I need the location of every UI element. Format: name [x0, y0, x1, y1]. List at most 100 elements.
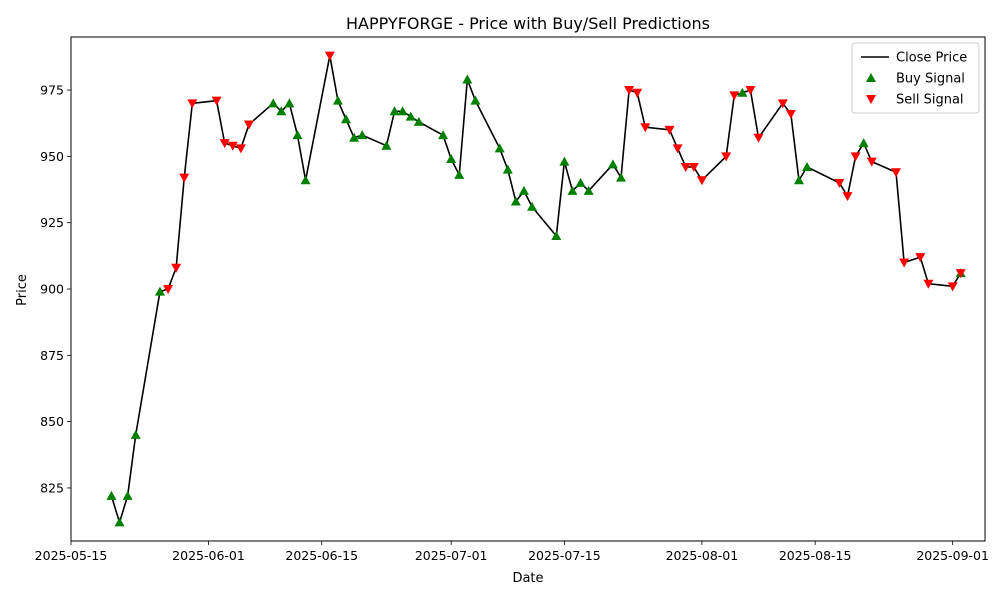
sell-signal-marker [243, 120, 254, 130]
sell-signal-marker [915, 253, 926, 263]
sell-signal-marker [324, 51, 335, 61]
x-tick-label: 2025-06-15 [285, 548, 358, 563]
buy-signal-marker [551, 230, 562, 240]
y-axis: 825 850 875 900 925 950 975 [40, 83, 71, 495]
buy-signal-marker [413, 116, 424, 126]
buy-signal-marker [268, 98, 279, 108]
sell-signal-marker [672, 144, 683, 154]
x-axis-label: Date [512, 571, 543, 586]
buy-signal-marker [616, 172, 627, 182]
buy-signal-marker [389, 106, 400, 116]
sell-signal-marker [923, 279, 934, 289]
sell-signal-marker [688, 162, 699, 172]
buy-signal-marker [559, 156, 570, 166]
y-tick-label: 875 [40, 348, 64, 363]
sell-signal-marker [640, 123, 651, 133]
buy-signal-marker [518, 185, 529, 195]
sell-signal-marker [696, 176, 707, 186]
close-price-line [110, 54, 962, 524]
buy-signal-marker [357, 130, 368, 140]
sell-signal-marker [834, 178, 845, 188]
sell-signal-marker [785, 109, 796, 119]
legend-label: Buy Signal [896, 72, 965, 87]
sell-signal-marker [955, 269, 966, 279]
sell-signal-marker [179, 173, 190, 183]
buy-signal-marker [114, 517, 125, 527]
x-axis: 2025-05-15 2025-06-01 2025-06-15 2025-07-01… [35, 541, 989, 563]
sell-signal-marker [624, 86, 635, 96]
sell-signal-marker [227, 141, 238, 151]
legend-label: Sell Signal [896, 93, 964, 108]
buy-signal-marker [502, 164, 513, 174]
buy-signal-marker [470, 95, 481, 105]
y-axis-label: Price [15, 274, 30, 306]
sell-signal-marker [721, 152, 732, 162]
buy-signal-marker [130, 429, 141, 439]
buy-signal-marker [332, 95, 343, 105]
buy-signal-marker [462, 74, 473, 84]
buy-signal-marker [405, 111, 416, 121]
sell-signal-marker [891, 168, 902, 178]
x-tick-label: 2025-08-01 [666, 548, 739, 563]
buy-signal-marker [446, 154, 457, 164]
buy-signal-marker [527, 201, 538, 211]
sell-signal-marker [753, 133, 764, 143]
sell-signal-marker [680, 162, 691, 172]
sell-signal-marker [171, 263, 182, 273]
sell-signal-marker [219, 139, 230, 149]
legend-label: Close Price [896, 51, 967, 66]
chart-title: HAPPYFORGE - Price with Buy/Sell Predict… [346, 14, 710, 33]
sell-signal-marker [235, 144, 246, 154]
x-tick-label: 2025-06-01 [172, 548, 245, 563]
buy-signal-marker [607, 159, 618, 169]
x-tick-label: 2025-07-15 [528, 548, 601, 563]
sell-signal-marker [187, 99, 198, 109]
sell-signal-marker [211, 96, 222, 106]
sell-signal-marker [842, 192, 853, 202]
legend-box [851, 42, 980, 114]
buy-signal-marker [494, 143, 505, 153]
sell-signal-marker [632, 88, 643, 98]
buy-signal-marker [858, 138, 869, 148]
sell-signal-marker [947, 282, 958, 292]
buy-signal-marker [397, 106, 408, 116]
buy-signal-marker [122, 490, 133, 500]
buy-signal-marker [575, 177, 586, 187]
y-tick-label: 950 [40, 149, 64, 164]
buy-signal-marker [106, 490, 117, 500]
buy-signal-marker [510, 196, 521, 206]
legend: Close Price Buy Signal Sell Signal [851, 42, 980, 114]
buy-signal-marker [284, 98, 295, 108]
sell-signal-marker [850, 152, 861, 162]
buy-signal-marker [300, 175, 311, 185]
sell-signal-marker [729, 91, 740, 101]
sell-signal-marker [899, 258, 910, 268]
buy-signal-marker [438, 130, 449, 140]
sell-signal-marker [163, 285, 174, 294]
buy-signal-marker [583, 185, 594, 195]
y-tick-label: 850 [40, 414, 64, 429]
buy-signal-marker [454, 169, 465, 179]
sell-signal-marker [777, 99, 788, 109]
legend-sell-swatch [866, 95, 876, 104]
buy-signal-marker [349, 132, 360, 142]
y-tick-label: 825 [40, 480, 64, 495]
x-tick-label: 2025-07-01 [415, 548, 488, 563]
buy-signal-marker [276, 106, 287, 116]
y-tick-label: 925 [40, 215, 64, 230]
plot-area [106, 51, 966, 527]
buy-signal-marker [793, 175, 804, 185]
buy-signal-marker [292, 130, 303, 140]
y-tick-label: 975 [40, 83, 64, 98]
buy-signal-marker [737, 87, 748, 97]
axes-frame [70, 36, 986, 542]
x-tick-label: 2025-08-15 [779, 548, 852, 563]
buy-signal-marker [381, 140, 392, 150]
sell-signal-marker [664, 125, 675, 135]
buy-signal-marker [802, 161, 813, 171]
sell-signal-marker [745, 86, 756, 96]
legend-buy-swatch [866, 73, 876, 82]
x-tick-label: 2025-05-15 [35, 548, 108, 563]
y-tick-label: 900 [40, 282, 64, 297]
